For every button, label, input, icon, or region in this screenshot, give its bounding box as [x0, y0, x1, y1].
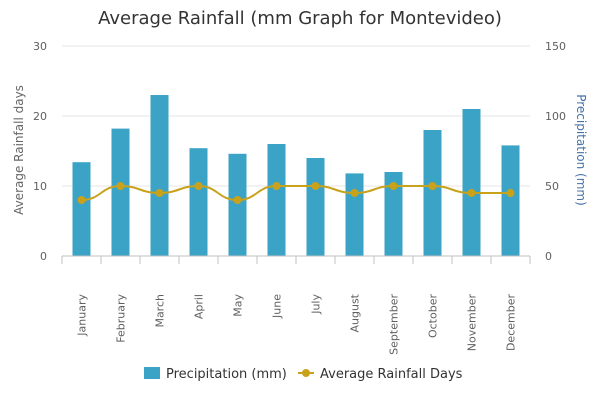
left-axis-title: Average Rainfall days — [12, 85, 26, 215]
precipitation-bar — [423, 130, 442, 256]
precipitation-bar — [345, 173, 364, 256]
rainfall-days-point — [77, 196, 86, 204]
legend: Precipitation (mm) Average Rainfall Days — [144, 367, 463, 382]
x-tick-label: April — [193, 294, 206, 319]
right-axis-title: Precipitation (mm) — [574, 94, 588, 206]
rainfall-days-point — [233, 196, 242, 204]
precipitation-bar — [189, 148, 208, 256]
left-tick-label: 0 — [40, 250, 47, 263]
rainfall-days-point — [350, 189, 359, 197]
rainfall-days-point — [506, 189, 515, 197]
precipitation-bars — [72, 95, 520, 256]
x-tick-label: October — [427, 294, 440, 338]
precipitation-bar — [462, 109, 481, 256]
precipitation-bar — [267, 144, 286, 256]
rainfall-days-point — [311, 182, 320, 190]
x-tick-label: November — [466, 294, 479, 352]
chart-title: Average Rainfall (mm Graph for Montevide… — [98, 8, 502, 29]
legend-line-label: Average Rainfall Days — [320, 367, 463, 382]
precipitation-bar — [72, 162, 91, 256]
precipitation-bar — [306, 158, 325, 256]
rainfall-days-point — [428, 182, 437, 190]
legend-item-rainfall-days[interactable]: Average Rainfall Days — [298, 367, 463, 382]
right-tick-label: 100 — [545, 110, 566, 123]
left-tick-label: 20 — [33, 110, 47, 123]
left-tick-label: 30 — [33, 40, 47, 53]
legend-bar-label: Precipitation (mm) — [166, 367, 287, 382]
x-tick-label: February — [115, 294, 128, 343]
left-tick-label: 10 — [33, 180, 47, 193]
left-axis-ticks: 0 10 20 30 — [33, 40, 47, 263]
x-axis: January February March April May June July Augu… — [61, 255, 531, 355]
rainfall-days-point — [194, 182, 203, 190]
x-tick-label: September — [388, 294, 401, 355]
right-axis-ticks: 0 50 100 150 — [545, 40, 566, 263]
precipitation-bar — [228, 153, 247, 256]
legend-line-marker — [302, 369, 310, 377]
x-tick-label: June — [271, 294, 284, 319]
rainfall-days-point — [272, 182, 281, 190]
x-tick-label: July — [310, 294, 323, 315]
legend-bar-swatch — [144, 367, 160, 379]
grid-lines — [62, 45, 530, 187]
precipitation-bar — [384, 172, 403, 256]
right-tick-label: 50 — [545, 180, 559, 193]
x-tick-label: May — [232, 294, 245, 317]
rainfall-days-path — [81, 184, 511, 202]
rainfall-days-point — [467, 189, 476, 197]
rainfall-days-point — [155, 189, 164, 197]
x-tick-label: January — [76, 294, 89, 337]
legend-item-precipitation[interactable]: Precipitation (mm) — [144, 367, 287, 382]
x-tick-label: March — [154, 294, 167, 328]
precipitation-bar — [501, 145, 520, 256]
precipitation-bar — [150, 95, 169, 256]
x-tick-label: December — [505, 294, 518, 352]
rainfall-days-point — [389, 182, 398, 190]
rainfall-days-line — [77, 182, 515, 204]
precipitation-bar — [111, 128, 130, 256]
rainfall-days-point — [116, 182, 125, 190]
right-tick-label: 0 — [545, 250, 552, 263]
x-tick-label: August — [349, 293, 362, 332]
right-tick-label: 150 — [545, 40, 566, 53]
